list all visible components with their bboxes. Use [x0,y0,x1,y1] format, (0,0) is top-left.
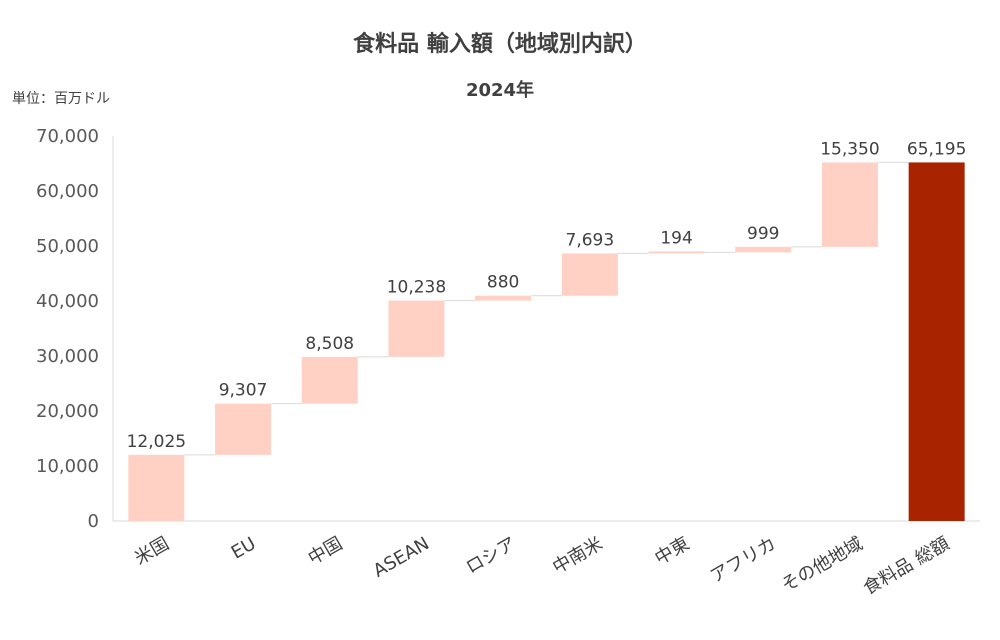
y-tick-label: 60,000 [36,181,99,202]
increment-bar [388,300,445,357]
category-label: 中国 [305,533,347,569]
category-label: ASEAN [370,533,433,582]
increment-bar [735,246,792,253]
unit-label: 単位：百万ドル [12,91,110,107]
data-label: 194 [660,228,692,248]
data-label: 8,508 [305,334,354,354]
data-label: 9,307 [219,381,268,401]
category-label: EU [228,533,260,563]
increment-bar [301,356,358,404]
data-label: 880 [487,273,519,293]
data-label: 65,195 [907,139,966,159]
data-label: 7,693 [566,230,615,250]
increment-bar [475,295,532,301]
y-tick-label: 30,000 [36,346,99,367]
category-label: その他地域 [778,533,866,596]
y-tick-label: 20,000 [36,401,99,422]
y-tick-label: 0 [88,511,99,532]
data-label: 10,238 [387,278,446,298]
category-label: 米国 [131,533,173,569]
chart-subtitle: 2024年 [465,80,535,101]
y-tick-label: 40,000 [36,291,99,312]
chart-title: 食料品 輸入額（地域別内訳） [353,32,647,57]
category-label: ロシア [462,533,519,578]
category-label: 中東 [651,533,693,569]
total-bar [908,162,965,522]
data-label: 15,350 [820,139,879,159]
y-tick-label: 70,000 [36,126,99,147]
increment-bar [648,251,705,254]
y-tick-label: 10,000 [36,456,99,477]
category-label: アフリカ [707,533,780,587]
increment-bar [561,253,618,296]
increment-bar [128,454,185,521]
data-label: 12,025 [127,432,186,452]
y-tick-label: 50,000 [36,236,99,257]
category-label: 食料品 総額 [860,533,953,599]
increment-bar [215,403,272,455]
category-label: 中南米 [549,533,606,578]
increment-bar [821,162,878,247]
data-label: 999 [747,224,779,244]
